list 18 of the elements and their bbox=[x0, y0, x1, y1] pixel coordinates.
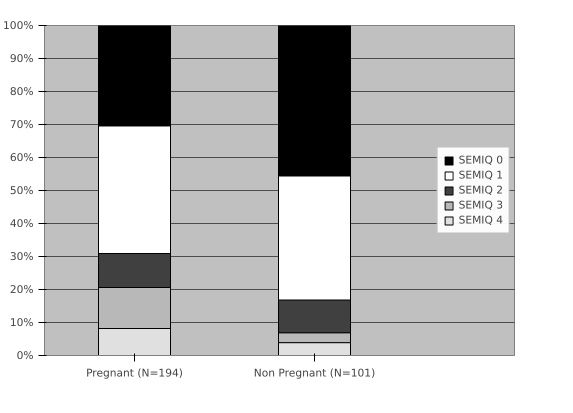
legend-label: SEMIQ 4 bbox=[458, 214, 503, 226]
legend-label: SEMIQ 0 bbox=[458, 154, 503, 166]
y-tick-label: 0% bbox=[16, 349, 34, 362]
x-tick-label: Non Pregnant (N=101) bbox=[254, 366, 376, 380]
legend-label: SEMIQ 2 bbox=[458, 184, 503, 196]
y-tick-label: 90% bbox=[10, 52, 34, 65]
y-tick-label: 70% bbox=[10, 118, 34, 131]
legend-label: SEMIQ 1 bbox=[458, 168, 503, 182]
y-tick-label: 10% bbox=[10, 316, 34, 329]
y-tick-label: 20% bbox=[10, 283, 34, 296]
x-tick-label: Pregnant (N=194) bbox=[86, 366, 183, 380]
legend-label: SEMIQ 3 bbox=[458, 198, 503, 212]
y-tick-label: 60% bbox=[10, 151, 34, 164]
y-tick-label: 100% bbox=[3, 19, 34, 32]
y-tick-label: 30% bbox=[10, 250, 34, 263]
y-tick-label: 50% bbox=[10, 184, 34, 197]
y-tick-label: 40% bbox=[10, 217, 34, 230]
y-tick-label: 80% bbox=[10, 85, 34, 98]
